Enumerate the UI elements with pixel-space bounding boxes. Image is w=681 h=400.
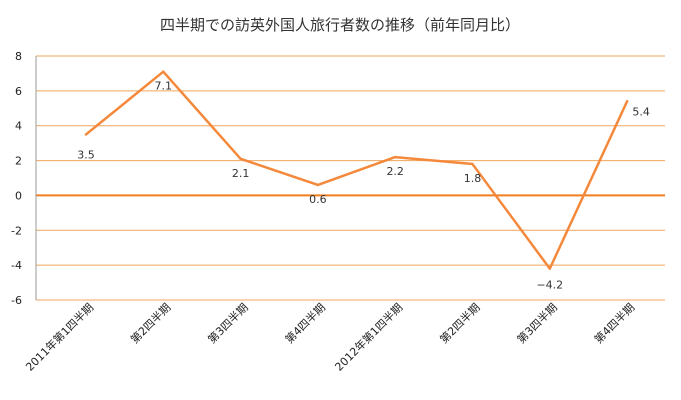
x-axis-ticks: 2011年第1四半期 第2四半期 第3四半期 第4四半期 2012年第1四半期 第2四半期… [23,300,638,374]
y-axis-ticks: 8 6 4 2 0 -2 -4 -6 [11,50,22,307]
data-label: 2.1 [232,167,250,180]
data-label: 2.2 [386,165,404,178]
y-tick-label: 0 [15,189,22,202]
y-tick-label: -6 [11,294,22,307]
x-tick-label: 第3四半期 [205,300,251,346]
x-tick-label: 第3四半期 [514,300,560,346]
x-tick-label: 2012年第1四半期 [332,300,406,374]
gridlines [36,55,665,301]
y-tick-label: 2 [15,155,22,168]
data-point [162,70,165,73]
y-tick-label: -2 [11,224,22,237]
series-layer [84,70,629,270]
data-point [625,100,629,103]
y-tick-label: -4 [11,259,22,272]
data-point [548,267,551,270]
data-point [239,157,242,161]
x-tick-label: 第4四半期 [282,300,328,346]
data-label: 7.1 [155,80,173,93]
chart-title: 四半期での訪英外国人旅行者数の推移（前年同月比） [160,16,520,34]
y-tick-label: 8 [15,50,22,63]
data-point [394,155,397,159]
y-tick-label: 6 [15,85,22,98]
data-point [471,162,474,166]
data-label: 3.5 [77,148,95,161]
data-label: −4.2 [536,279,563,292]
data-label: 1.8 [464,172,482,185]
x-tick-label: 第4四半期 [591,300,637,346]
series-line [84,70,629,270]
x-tick-label: 2011年第1四半期 [23,300,97,374]
x-tick-label: 第2四半期 [437,300,483,346]
data-label: 5.4 [632,105,650,118]
data-labels: 3.5 7.1 2.1 0.6 2.2 1.8 −4.2 5.4 [77,80,650,292]
data-label: 0.6 [309,193,327,206]
data-point [316,183,320,187]
data-point [84,133,88,136]
y-tick-label: 4 [15,120,22,133]
x-tick-label: 第2四半期 [127,300,173,346]
